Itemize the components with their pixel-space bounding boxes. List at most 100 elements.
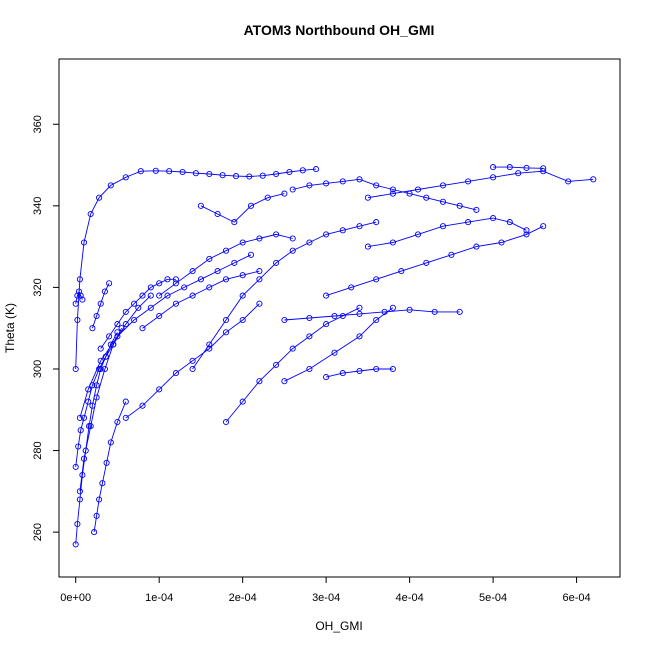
series-line-0 — [75, 332, 118, 545]
data-point — [166, 168, 173, 175]
series-14 — [490, 164, 547, 172]
data-point — [306, 314, 313, 322]
y-tick-label: 340 — [32, 197, 44, 215]
data-point — [152, 167, 159, 174]
data-point — [323, 321, 330, 328]
data-point — [356, 223, 363, 230]
data-point — [281, 190, 288, 197]
data-point — [490, 174, 497, 181]
data-point — [103, 459, 110, 466]
data-point — [406, 306, 413, 313]
data-point — [356, 310, 363, 317]
data-point — [306, 365, 313, 373]
data-point — [72, 541, 79, 548]
y-tick-label: 320 — [32, 278, 44, 296]
series-18 — [156, 231, 296, 299]
data-point — [523, 227, 530, 234]
data-point — [106, 280, 113, 287]
data-point — [289, 247, 296, 254]
series-line-9 — [225, 307, 360, 423]
data-point — [339, 178, 346, 185]
data-point — [131, 300, 138, 307]
data-point — [414, 231, 422, 238]
data-point — [232, 173, 240, 180]
data-point — [306, 239, 313, 246]
data-point — [323, 292, 330, 299]
data-point — [156, 386, 163, 393]
y-tick-label: 280 — [32, 441, 44, 459]
series-4 — [72, 166, 320, 373]
data-point — [72, 365, 79, 373]
series-line-10 — [284, 307, 394, 382]
data-point — [299, 167, 306, 174]
data-point — [137, 168, 144, 175]
data-point — [122, 398, 129, 405]
series-line-22 — [91, 283, 110, 329]
data-point — [465, 219, 472, 226]
data-point — [181, 284, 188, 291]
series-layer — [72, 164, 597, 548]
series-line-14 — [493, 166, 544, 169]
data-point — [448, 251, 455, 258]
data-point — [565, 178, 572, 185]
data-point — [256, 268, 263, 275]
data-point — [96, 194, 103, 201]
data-point — [523, 231, 530, 238]
data-point — [473, 206, 480, 213]
x-tick-label: 4e-04 — [396, 592, 424, 604]
data-point — [256, 300, 263, 307]
series-line-6 — [125, 303, 260, 419]
data-point — [214, 268, 221, 275]
data-point — [122, 174, 129, 181]
data-point — [239, 316, 246, 324]
data-point — [231, 259, 238, 266]
data-point — [473, 243, 480, 250]
data-point — [106, 333, 113, 340]
data-point — [72, 463, 79, 470]
data-point — [313, 166, 320, 173]
data-point — [139, 292, 146, 299]
data-point — [189, 268, 196, 275]
data-point — [331, 312, 338, 320]
data-point — [423, 259, 430, 266]
data-point — [439, 182, 447, 189]
data-point — [219, 172, 226, 179]
data-point — [306, 182, 313, 189]
data-point — [439, 223, 447, 230]
data-point — [373, 316, 380, 324]
data-point — [540, 165, 547, 172]
data-point — [189, 357, 196, 364]
series-line-3 — [93, 401, 127, 533]
data-point — [256, 378, 263, 385]
series-line-5 — [79, 254, 252, 419]
series-11 — [323, 365, 396, 381]
data-point — [515, 170, 522, 177]
x-tick-label: 6e-04 — [563, 592, 591, 604]
data-point — [80, 414, 88, 421]
data-point — [222, 329, 230, 336]
series-line-11 — [325, 368, 393, 378]
series-13 — [364, 168, 597, 201]
data-point — [381, 308, 388, 315]
x-tick-label: 5e-04 — [479, 592, 507, 604]
data-point — [206, 170, 213, 178]
series-16 — [323, 223, 547, 299]
data-point — [89, 325, 96, 332]
data-point — [139, 325, 146, 332]
series-line-4 — [75, 168, 317, 370]
series-5 — [76, 251, 255, 421]
data-point — [97, 357, 104, 364]
data-point — [147, 292, 154, 299]
data-point — [273, 231, 280, 238]
data-point — [364, 243, 371, 250]
data-point — [189, 365, 196, 373]
data-point — [96, 365, 103, 373]
data-point — [197, 276, 204, 283]
series-12 — [289, 176, 480, 213]
data-point — [101, 365, 108, 373]
data-point — [356, 333, 363, 340]
data-point — [72, 300, 79, 307]
data-point — [339, 312, 346, 320]
data-point — [323, 374, 330, 381]
